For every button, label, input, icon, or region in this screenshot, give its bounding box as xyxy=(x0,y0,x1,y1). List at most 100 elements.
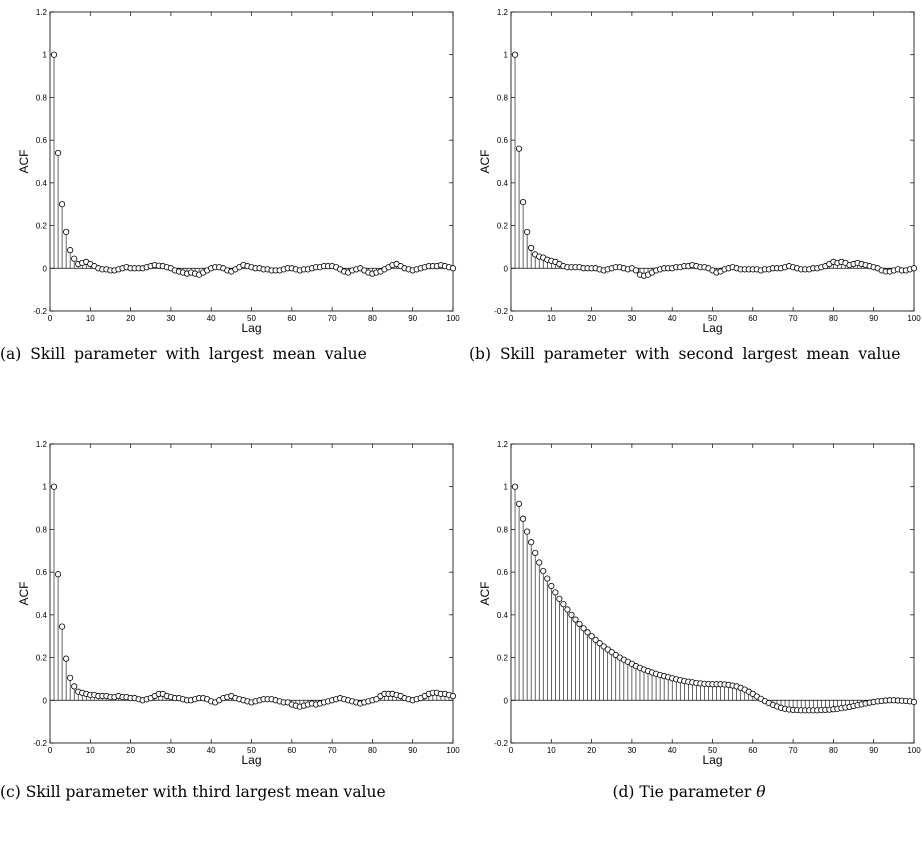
x-tick-label: 70 xyxy=(328,314,337,323)
acf-marker xyxy=(519,515,527,522)
acf-marker xyxy=(596,640,603,647)
caption-d: (d) Tie parameter θ xyxy=(461,782,917,803)
x-tick-label: 40 xyxy=(207,746,216,755)
x-tick-label: 40 xyxy=(207,314,216,323)
caption-d-symbol: θ xyxy=(756,783,766,801)
x-tick-label: 90 xyxy=(408,314,417,323)
y-tick-label: -0.2 xyxy=(33,739,47,748)
x-axis-label: Lag xyxy=(702,321,722,335)
y-axis-label: ACF xyxy=(478,582,492,606)
acf-marker xyxy=(548,582,555,590)
x-tick-label: 30 xyxy=(627,746,636,755)
x-tick-label: 30 xyxy=(627,314,636,323)
x-tick-label: 100 xyxy=(907,314,921,323)
y-tick-label: 1.2 xyxy=(36,8,48,17)
x-tick-label: 10 xyxy=(86,746,95,755)
x-tick-label: 80 xyxy=(368,746,377,755)
caption-d-text: (d) Tie parameter xyxy=(612,783,752,801)
acf-plot-b: 0 10 20 30 40 50 60 70 80 90 100-0.200.20.40.60.81… xyxy=(478,8,921,335)
x-tick-label: 40 xyxy=(668,314,677,323)
acf-marker xyxy=(576,620,583,628)
x-tick-label: 80 xyxy=(829,746,838,755)
panel-b: 0 10 20 30 40 50 60 70 80 90 100 -0.2 0 0.2 0.4 0.6 0.8 1… xyxy=(461,0,922,432)
x-tick-label: 100 xyxy=(907,746,921,755)
x-tick-label: 0 xyxy=(509,314,514,323)
x-tick-label: 70 xyxy=(789,746,798,755)
x-tick-label: 70 xyxy=(789,314,798,323)
acf-plot-a: 0 10 20 30 40 50 60 70 80 90 100-0.200.20.40.60.81… xyxy=(17,8,460,335)
y-tick-label: 0.2 xyxy=(36,654,48,663)
caption-a: (a) Skill parameter with largest mean va… xyxy=(0,345,367,363)
y-tick-label: 1.2 xyxy=(497,440,509,449)
x-tick-label: 60 xyxy=(748,314,757,323)
acf-marker xyxy=(58,201,66,208)
x-tick-label: 0 xyxy=(48,314,53,323)
x-tick-label: 30 xyxy=(166,746,175,755)
acf-marker xyxy=(528,244,535,252)
y-tick-label: 0.2 xyxy=(36,222,48,231)
y-axis-label: ACF xyxy=(478,150,492,174)
x-tick-label: 30 xyxy=(166,314,175,323)
acf-marker xyxy=(449,692,457,700)
acf-marker xyxy=(524,228,531,236)
y-tick-label: 0.4 xyxy=(36,611,48,620)
acf-marker xyxy=(536,559,543,566)
x-tick-label: 100 xyxy=(446,314,460,323)
x-tick-label: 20 xyxy=(587,314,596,323)
acf-marker xyxy=(910,698,918,706)
y-tick-label: 1 xyxy=(43,51,48,60)
x-tick-label: 60 xyxy=(287,746,296,755)
x-tick-label: 50 xyxy=(247,314,256,323)
x-tick-label: 100 xyxy=(446,746,460,755)
x-tick-label: 10 xyxy=(86,314,95,323)
y-axis-label: ACF xyxy=(17,150,31,174)
y-axis-label: ACF xyxy=(17,582,31,606)
x-tick-label: 40 xyxy=(668,746,677,755)
x-tick-label: 70 xyxy=(328,746,337,755)
x-tick-label: 60 xyxy=(287,314,296,323)
acf-marker xyxy=(54,149,62,157)
y-tick-label: -0.2 xyxy=(494,739,508,748)
acf-marker xyxy=(568,611,575,618)
x-tick-label: 10 xyxy=(547,746,556,755)
y-tick-label: 0 xyxy=(504,696,509,705)
acf-marker xyxy=(524,528,531,535)
y-tick-label: 0.2 xyxy=(497,654,509,663)
x-tick-label: 20 xyxy=(126,746,135,755)
y-tick-label: 0.4 xyxy=(497,611,509,620)
acf-marker xyxy=(515,500,523,507)
acf-marker xyxy=(600,643,607,650)
acf-marker xyxy=(373,696,380,703)
acf-marker xyxy=(540,567,547,575)
acf-marker xyxy=(67,247,74,254)
acf-marker xyxy=(50,483,58,490)
y-tick-label: 1.2 xyxy=(497,8,509,17)
y-tick-label: 0 xyxy=(43,264,48,273)
y-tick-label: 1.2 xyxy=(36,440,48,449)
x-axis-label: Lag xyxy=(241,321,261,335)
x-axis-label: Lag xyxy=(702,753,722,767)
acf-marker xyxy=(580,625,587,632)
y-tick-label: 0.6 xyxy=(36,136,48,145)
acf-marker xyxy=(67,674,74,681)
acf-marker xyxy=(532,549,539,557)
acf-marker xyxy=(71,683,78,690)
acf-marker xyxy=(515,145,523,152)
y-tick-label: -0.2 xyxy=(494,307,508,316)
acf-marker xyxy=(63,228,70,236)
x-tick-label: 0 xyxy=(48,746,53,755)
panel-d: 0 10 20 30 40 50 60 70 80 90 100 -0.2 0 0.2 0.4 0.6 0.8 1… xyxy=(461,432,922,864)
acf-marker xyxy=(544,575,551,582)
x-axis-label: Lag xyxy=(241,753,261,767)
panel-a: 0 10 20 30 40 50 60 70 80 90 100 -0.2 0 0.2 0.4 0.6 0.8 1… xyxy=(0,0,461,432)
y-tick-label: 0.4 xyxy=(497,179,509,188)
acf-marker xyxy=(560,601,567,608)
x-tick-label: 90 xyxy=(869,746,878,755)
x-tick-label: 10 xyxy=(547,314,556,323)
y-tick-label: 0.8 xyxy=(497,525,509,534)
acf-marker xyxy=(519,198,527,206)
x-tick-label: 20 xyxy=(126,314,135,323)
y-tick-label: 0.6 xyxy=(497,136,509,145)
acf-marker xyxy=(511,483,519,490)
acf-marker xyxy=(71,255,78,262)
